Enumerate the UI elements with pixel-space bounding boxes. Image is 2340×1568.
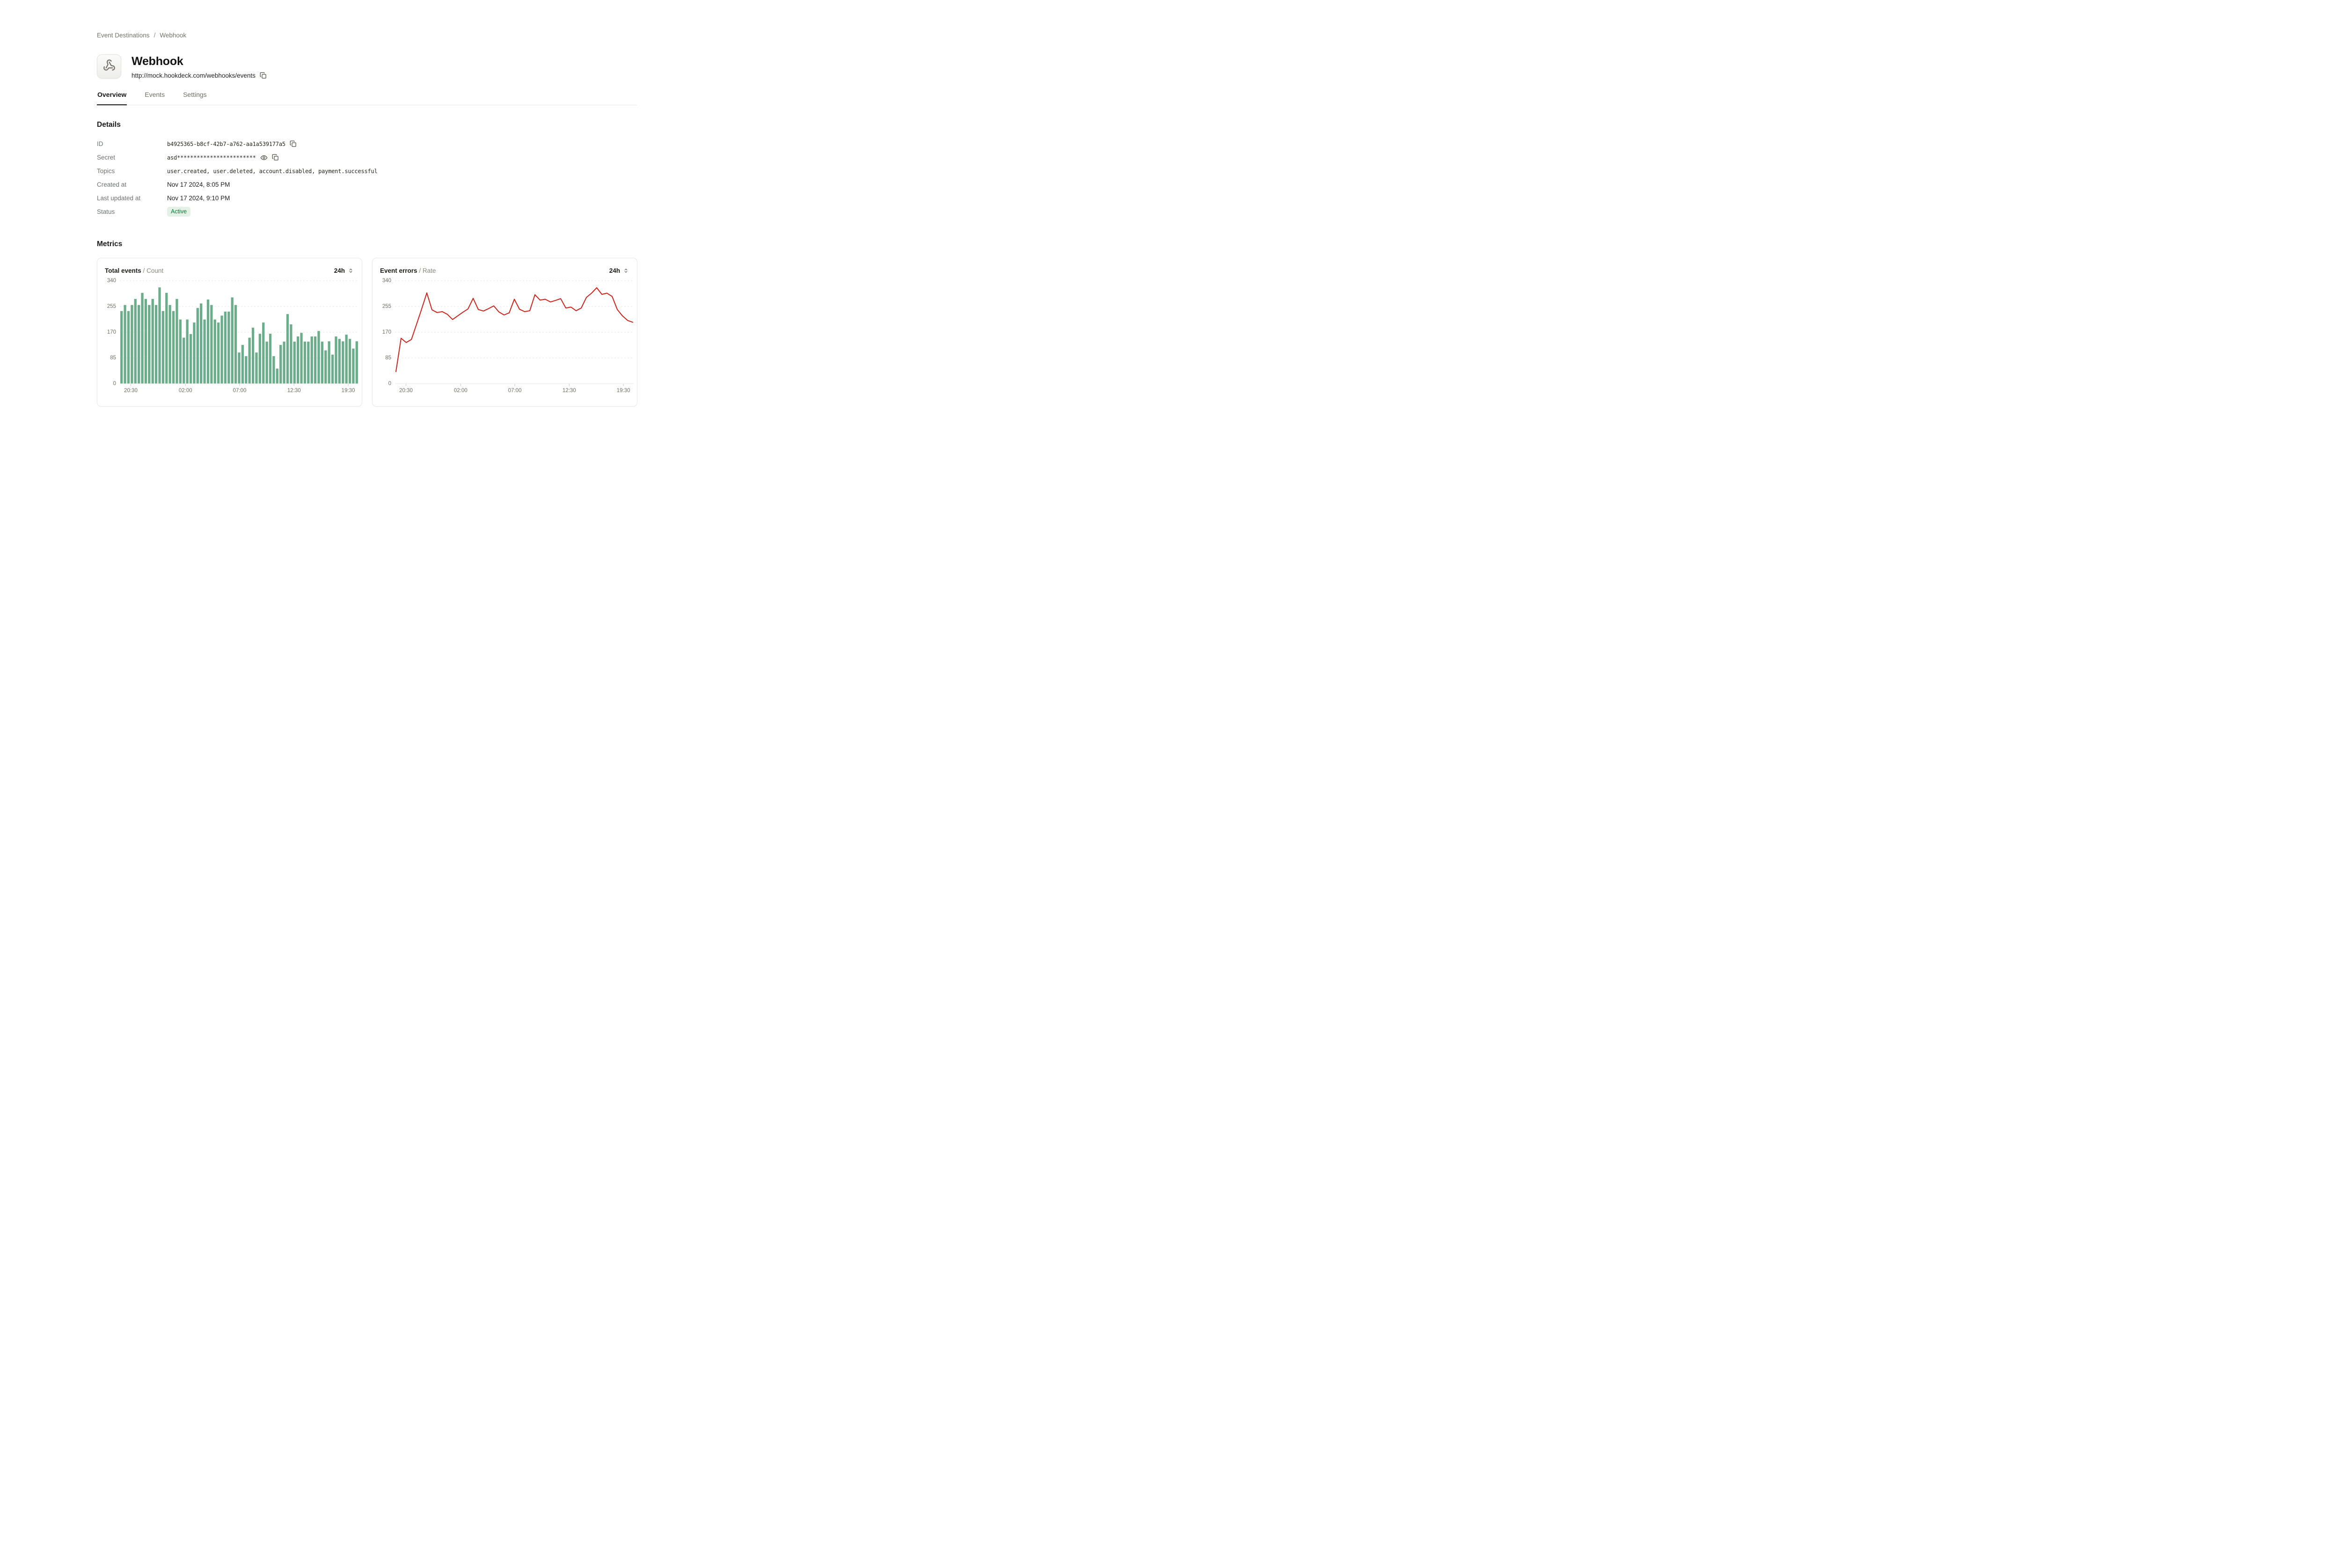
chart-title-event-errors: Event errors / Rate bbox=[380, 267, 436, 274]
y-tick-label: 340 bbox=[107, 278, 116, 284]
x-tick-label: 20:30 bbox=[124, 388, 138, 394]
x-tick-label: 07:00 bbox=[508, 388, 522, 394]
y-tick-label: 170 bbox=[382, 329, 391, 335]
copy-icon bbox=[290, 140, 297, 147]
x-axis: 20:30 02:00 07:00 12:30 19:30 bbox=[395, 388, 634, 396]
copy-url-button[interactable] bbox=[260, 72, 267, 79]
copy-secret-button[interactable] bbox=[272, 154, 279, 161]
x-tick-label: 20:30 bbox=[399, 388, 413, 394]
copy-icon bbox=[272, 154, 279, 161]
eye-icon bbox=[260, 154, 268, 161]
y-axis: 0 85 170 255 340 bbox=[97, 278, 116, 387]
y-tick-label: 255 bbox=[382, 304, 391, 309]
detail-row-last-updated: Last updated at Nov 17 2024, 9:10 PM bbox=[97, 191, 637, 205]
x-tick-label: 07:00 bbox=[233, 388, 247, 394]
tab-bar: Overview Events Settings bbox=[97, 91, 637, 105]
webhook-avatar bbox=[97, 54, 121, 79]
total-events-card: Total events / Count 24h 0 85 17 bbox=[97, 258, 362, 407]
x-tick-label: 02:00 bbox=[178, 388, 192, 394]
metrics-section: Metrics Total events / Count 24h bbox=[97, 240, 637, 407]
range-select-event-errors[interactable]: 24h bbox=[609, 267, 629, 274]
details-heading: Details bbox=[97, 121, 121, 129]
detail-label: Secret bbox=[97, 154, 116, 161]
x-tick-label: 12:30 bbox=[562, 388, 576, 394]
webhook-icon bbox=[103, 59, 116, 74]
bar-chart-plot bbox=[120, 280, 358, 386]
detail-row-created-at: Created at Nov 17 2024, 8:05 PM bbox=[97, 178, 637, 191]
copy-icon bbox=[260, 72, 267, 79]
y-tick-label: 340 bbox=[382, 278, 391, 284]
detail-label: Topics bbox=[97, 168, 115, 175]
total-events-chart: 0 85 170 255 340 20:30 02:00 07:00 12:30 19:30 bbox=[97, 278, 362, 396]
x-tick-label: 12:30 bbox=[287, 388, 301, 394]
chart-title-total-events: Total events / Count bbox=[105, 267, 164, 274]
status-badge: Active bbox=[167, 207, 191, 217]
event-errors-card: Event errors / Rate 24h 0 85 170 bbox=[372, 258, 637, 407]
breadcrumb-event-destinations[interactable]: Event Destinations bbox=[97, 32, 150, 39]
y-tick-label: 0 bbox=[388, 381, 391, 387]
x-tick-label: 02:00 bbox=[453, 388, 468, 394]
detail-label: Created at bbox=[97, 181, 127, 188]
detail-row-status: Status Active bbox=[97, 205, 637, 219]
x-axis: 20:30 02:00 07:00 12:30 19:30 bbox=[120, 388, 358, 396]
detail-row-id: ID b4925365-b8cf-42b7-a762-aa1a539177a5 bbox=[97, 137, 637, 151]
webhook-topics-value: user.created, user.deleted, account.disa… bbox=[167, 168, 378, 175]
entity-header: Webhook http://mock.hookdeck.com/webhook… bbox=[97, 54, 637, 79]
chevrons-up-down-icon bbox=[623, 267, 629, 274]
y-tick-label: 255 bbox=[107, 304, 116, 309]
detail-label: Status bbox=[97, 208, 115, 215]
copy-id-button[interactable] bbox=[290, 140, 297, 147]
event-errors-chart: 0 85 170 255 340 20:30 02:00 07:00 12:30 19:30 bbox=[373, 278, 637, 396]
detail-row-secret: Secret asd************************ bbox=[97, 151, 637, 164]
y-axis: 0 85 170 255 340 bbox=[373, 278, 391, 387]
detail-label: ID bbox=[97, 140, 103, 147]
last-updated-value: Nov 17 2024, 9:10 PM bbox=[167, 195, 230, 202]
detail-label: Last updated at bbox=[97, 195, 141, 202]
webhook-id-value: b4925365-b8cf-42b7-a762-aa1a539177a5 bbox=[167, 140, 285, 147]
x-tick-label: 19:30 bbox=[341, 388, 355, 394]
details-section: Details ID b4925365-b8cf-42b7-a762-aa1a5… bbox=[97, 121, 637, 219]
tab-overview[interactable]: Overview bbox=[97, 91, 127, 105]
y-tick-label: 85 bbox=[385, 355, 391, 361]
breadcrumb-separator: / bbox=[154, 32, 156, 39]
webhook-secret-value: asd************************ bbox=[167, 154, 256, 161]
y-tick-label: 170 bbox=[107, 329, 116, 335]
tab-events[interactable]: Events bbox=[145, 91, 165, 98]
created-at-value: Nov 17 2024, 8:05 PM bbox=[167, 181, 230, 188]
x-tick-label: 19:30 bbox=[616, 388, 630, 394]
y-tick-label: 85 bbox=[110, 355, 116, 361]
page-title: Webhook bbox=[132, 55, 183, 68]
metrics-heading: Metrics bbox=[97, 240, 123, 248]
range-select-total-events[interactable]: 24h bbox=[334, 267, 353, 274]
y-tick-label: 0 bbox=[113, 381, 116, 387]
webhook-url: http://mock.hookdeck.com/webhooks/events bbox=[132, 72, 256, 79]
breadcrumb-webhook: Webhook bbox=[160, 32, 187, 39]
breadcrumb: Event Destinations / Webhook bbox=[97, 32, 637, 39]
chevrons-up-down-icon bbox=[348, 267, 353, 274]
detail-row-topics: Topics user.created, user.deleted, accou… bbox=[97, 164, 637, 178]
line-chart-plot bbox=[395, 280, 634, 386]
webhook-overview-page: Event Destinations / Webhook Webhook htt… bbox=[0, 0, 734, 407]
tab-settings[interactable]: Settings bbox=[183, 91, 207, 98]
reveal-secret-button[interactable] bbox=[260, 154, 268, 161]
